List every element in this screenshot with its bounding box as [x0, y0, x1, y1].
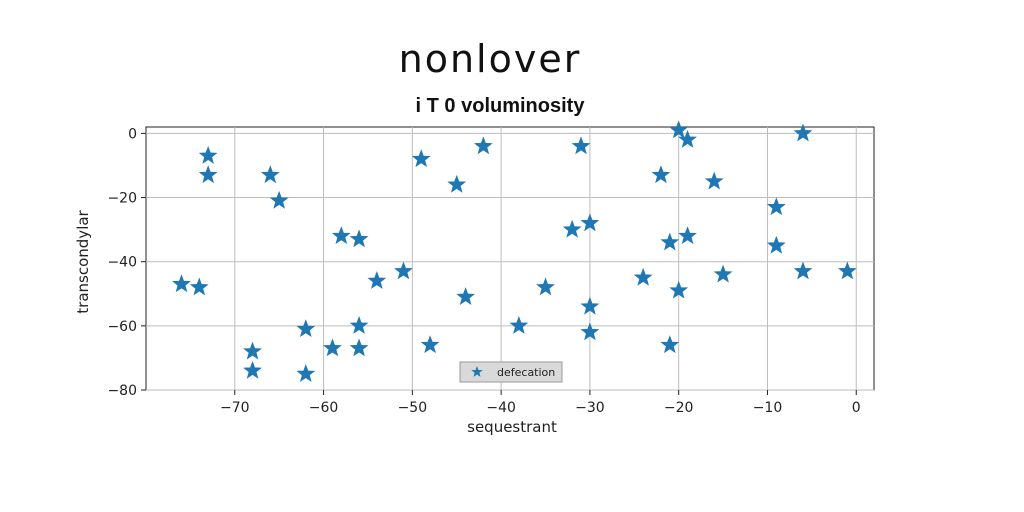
data-point	[509, 315, 529, 334]
chart-subtitle: i T 0 voluminosity	[416, 95, 586, 117]
x-axis-label: sequestrant	[467, 418, 557, 436]
data-point	[447, 174, 467, 193]
x-tick-label: 0	[852, 400, 861, 416]
data-point	[243, 360, 262, 379]
data-point	[296, 319, 316, 338]
legend-box	[459, 361, 563, 383]
x-tick-label: −10	[753, 400, 783, 416]
data-point	[198, 165, 218, 184]
data-point	[536, 277, 555, 296]
data-point	[660, 335, 680, 354]
data-point	[349, 338, 369, 357]
data-point	[678, 226, 697, 245]
data-point	[580, 296, 600, 315]
data-point	[562, 219, 582, 238]
x-tick-label: −40	[486, 400, 516, 416]
grid	[146, 127, 874, 391]
data-point	[323, 338, 342, 357]
data-point	[651, 165, 671, 184]
data-point	[678, 129, 697, 148]
x-tick-label: −60	[309, 400, 339, 416]
y-ticks: 0 −20 −40 −60 −80	[107, 126, 146, 399]
y-axis-label: transcondylar	[74, 209, 92, 313]
data-points	[172, 120, 857, 382]
data-point	[837, 261, 857, 280]
data-point	[793, 261, 813, 280]
data-point	[367, 271, 387, 289]
data-point	[456, 287, 475, 305]
data-point	[766, 197, 786, 216]
data-point	[172, 274, 191, 293]
y-tick-label: 0	[128, 126, 137, 142]
y-tick-label: −20	[107, 191, 137, 207]
data-point	[331, 226, 351, 245]
data-point	[633, 267, 653, 286]
data-point	[669, 280, 689, 299]
data-point	[580, 213, 600, 232]
y-tick-label: −60	[107, 319, 137, 335]
data-point	[793, 123, 813, 142]
data-point	[669, 120, 689, 139]
legend-star	[471, 366, 483, 377]
data-point	[349, 229, 369, 248]
data-point	[420, 335, 440, 354]
x-tick-label: −20	[664, 400, 694, 416]
data-point	[296, 364, 316, 382]
data-point	[660, 232, 680, 251]
data-point	[243, 341, 262, 360]
data-point	[349, 315, 369, 334]
data-point	[473, 136, 493, 155]
y-tick-label: −80	[107, 383, 137, 399]
data-point	[571, 136, 591, 155]
legend-label: defecation	[497, 366, 555, 379]
data-point	[704, 171, 724, 190]
data-point	[766, 235, 786, 254]
x-ticks: −70 −60 −50 −40 −30 −20 −10 0	[220, 390, 861, 416]
chart-title: nonlover	[399, 37, 582, 81]
y-tick-label: −40	[107, 255, 137, 271]
data-point	[260, 165, 280, 184]
data-point	[411, 149, 431, 168]
data-point	[189, 277, 209, 296]
data-point	[394, 261, 413, 280]
x-tick-label: −50	[398, 400, 428, 416]
data-point	[580, 322, 600, 341]
legend-marker-icon	[471, 366, 483, 377]
x-tick-label: −70	[220, 400, 250, 416]
legend: defecation	[459, 361, 563, 383]
data-point	[713, 264, 733, 283]
data-point	[269, 190, 289, 209]
data-point	[198, 146, 218, 164]
x-tick-label: −30	[575, 400, 605, 416]
plot-area	[145, 126, 875, 391]
